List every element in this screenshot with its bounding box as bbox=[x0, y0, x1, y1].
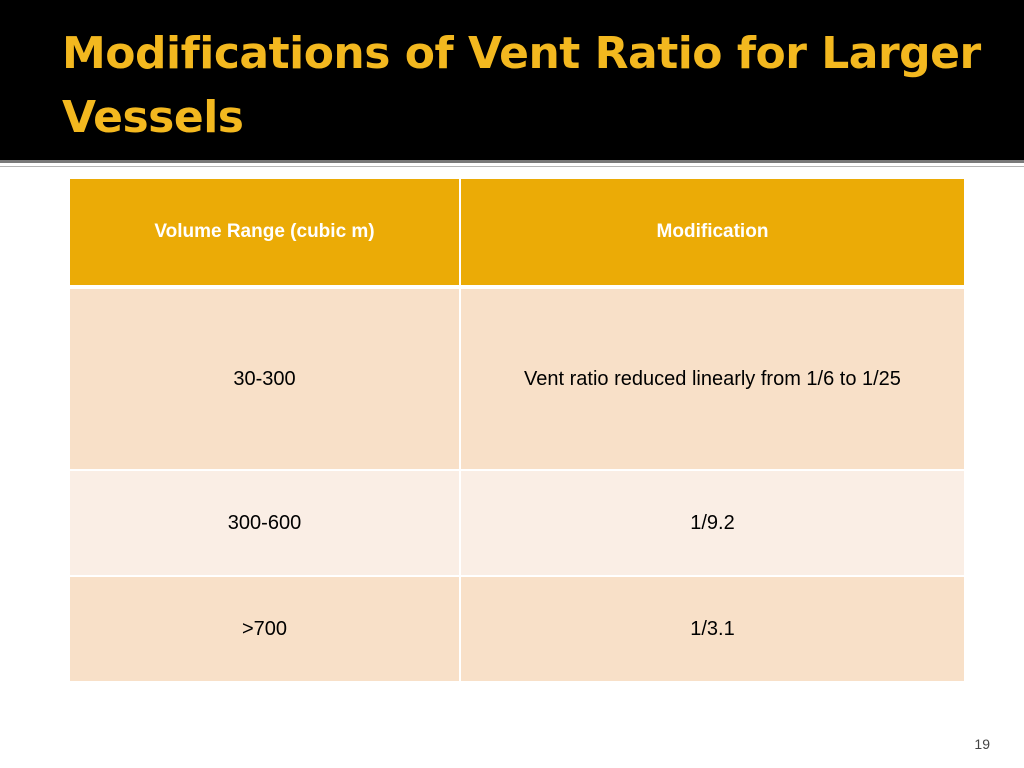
title-divider-thin bbox=[0, 166, 1024, 167]
header-volume-range: Volume Range (cubic m) bbox=[68, 179, 461, 289]
vent-ratio-table: Volume Range (cubic m) Modification 30-3… bbox=[68, 179, 966, 683]
title-bar: Modifications of Vent Ratio for Larger V… bbox=[0, 0, 1024, 160]
cell-volume-range: 300-600 bbox=[68, 470, 461, 577]
table-row: 30-300 Vent ratio reduced linearly from … bbox=[68, 287, 966, 471]
table-row: >700 1/3.1 bbox=[68, 576, 966, 683]
cell-modification: 1/3.1 bbox=[459, 576, 966, 683]
cell-volume-range: >700 bbox=[68, 576, 461, 683]
table-header-row: Volume Range (cubic m) Modification bbox=[68, 179, 966, 289]
slide-title: Modifications of Vent Ratio for Larger V… bbox=[62, 28, 981, 143]
table-row: 300-600 1/9.2 bbox=[68, 470, 966, 577]
data-table: Volume Range (cubic m) Modification 30-3… bbox=[68, 179, 966, 683]
cell-modification: 1/9.2 bbox=[459, 470, 966, 577]
header-modification: Modification bbox=[459, 179, 966, 289]
cell-modification: Vent ratio reduced linearly from 1/6 to … bbox=[459, 287, 966, 471]
cell-volume-range: 30-300 bbox=[68, 287, 461, 471]
page-number: 19 bbox=[974, 736, 990, 752]
title-divider-thick bbox=[0, 160, 1024, 163]
